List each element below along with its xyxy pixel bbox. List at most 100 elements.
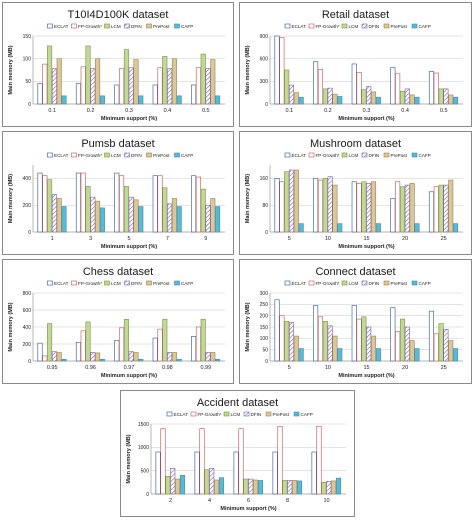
bar xyxy=(356,183,362,233)
x-tick-label: 0.2 xyxy=(87,108,95,114)
bar xyxy=(390,67,396,105)
bar xyxy=(337,348,343,362)
bar xyxy=(428,71,434,105)
legend-label: CAFP xyxy=(419,281,431,286)
legend-label: PrePost xyxy=(391,24,408,29)
bar xyxy=(95,352,101,362)
chart-panel: Chess dataset ECLAT FP-Growth* LCM DFIN PrePo… xyxy=(2,259,234,384)
legend-swatch xyxy=(104,152,110,158)
bar xyxy=(331,480,337,495)
bar xyxy=(366,326,372,362)
legend-swatch xyxy=(293,411,300,417)
bar xyxy=(133,59,139,105)
bar xyxy=(298,223,304,233)
bar xyxy=(175,478,181,495)
y-axis-label: Main memory (MB) xyxy=(126,434,132,483)
legend-label: ECLAT xyxy=(292,281,307,286)
bar xyxy=(215,206,221,233)
legend-label: LCM xyxy=(349,24,359,29)
bar xyxy=(253,479,259,495)
bar xyxy=(195,176,201,233)
bar xyxy=(337,96,343,105)
x-tick-label: 10 xyxy=(325,236,331,242)
chart-svg: Chess dataset ECLAT FP-Growth* LCM DFIN PrePo… xyxy=(8,266,225,379)
bar xyxy=(176,206,182,233)
bar xyxy=(404,88,410,105)
bar xyxy=(296,480,303,495)
chart-panel: Mushroom dataset ECLAT FP-Growth* LCM DFIN Pr… xyxy=(239,131,472,255)
bar xyxy=(371,181,377,233)
bar xyxy=(248,478,254,495)
legend-label: PrePost xyxy=(391,281,408,286)
x-tick-label: 0.1 xyxy=(285,108,293,114)
bar xyxy=(399,318,406,362)
legend-swatch xyxy=(308,152,315,158)
bar xyxy=(99,359,105,362)
y-tick-label: 900 xyxy=(260,34,269,40)
legend-swatch xyxy=(243,411,250,417)
y-tick-label: 100 xyxy=(260,336,269,342)
bar xyxy=(138,206,144,233)
x-axis-label: Minimum support (%) xyxy=(101,373,157,379)
bar xyxy=(313,178,319,233)
y-tick-label: 1000 xyxy=(138,445,149,451)
bar xyxy=(95,58,101,105)
bar xyxy=(80,330,86,362)
bar xyxy=(152,337,158,362)
bar xyxy=(288,84,295,105)
bar xyxy=(428,310,434,362)
legend-swatch xyxy=(308,23,315,29)
y-tick-label: 400 xyxy=(23,325,32,331)
bar xyxy=(317,68,323,105)
legend-label: PrePost xyxy=(391,153,408,158)
y-tick-label: 0 xyxy=(146,492,149,498)
legend-label: CAFP xyxy=(301,412,313,417)
bar xyxy=(215,359,221,362)
bar xyxy=(128,351,134,362)
bar xyxy=(191,336,197,362)
chart-title: T10I4D100K dataset xyxy=(68,9,169,21)
legend-swatch xyxy=(146,280,152,286)
bar xyxy=(409,340,415,362)
bar xyxy=(176,95,182,105)
chart-panel: Connect dataset ECLAT FP-Growth* LCM DFIN Pre… xyxy=(239,259,472,384)
x-tick-label: 1 xyxy=(51,236,54,242)
bar xyxy=(176,359,182,362)
chart-svg: Connect dataset ECLAT FP-Growth* LCM DFIN Pre… xyxy=(245,266,463,379)
x-tick-label: 5 xyxy=(127,236,130,242)
bar xyxy=(85,321,91,362)
legend-label: PrePost xyxy=(153,281,170,286)
legend-swatch xyxy=(47,152,53,158)
bar xyxy=(37,342,43,362)
bar xyxy=(51,351,57,362)
x-tick-label: 0.99 xyxy=(200,365,211,371)
bar xyxy=(191,175,197,233)
legend-swatch xyxy=(383,23,390,29)
legend-swatch xyxy=(284,280,291,286)
x-tick-label: 25 xyxy=(441,365,447,371)
y-tick-label: 500 xyxy=(141,468,150,474)
bar xyxy=(332,184,338,233)
bar xyxy=(214,479,220,495)
x-tick-label: 0.95 xyxy=(47,365,58,371)
chart-title: Mushroom dataset xyxy=(310,138,401,150)
x-tick-label: 0.2 xyxy=(324,108,332,114)
x-tick-label: 0.96 xyxy=(85,365,96,371)
bar xyxy=(282,480,288,495)
y-tick-label: 200 xyxy=(260,313,269,319)
x-axis-label: Minimum support (%) xyxy=(338,116,394,122)
bar xyxy=(433,186,439,233)
legend-label: DFIN xyxy=(369,24,380,29)
y-tick-label: 600 xyxy=(23,308,32,314)
bar xyxy=(284,171,290,233)
bar xyxy=(414,223,420,233)
legend-label: DFIN xyxy=(131,153,142,158)
legend-label: LCM xyxy=(111,24,121,29)
bar xyxy=(366,183,372,233)
bar xyxy=(209,468,215,495)
bar xyxy=(351,181,357,233)
bar xyxy=(210,198,216,233)
bar xyxy=(114,340,120,362)
bar xyxy=(443,184,449,233)
legend-label: FP-Growth* xyxy=(78,24,102,29)
